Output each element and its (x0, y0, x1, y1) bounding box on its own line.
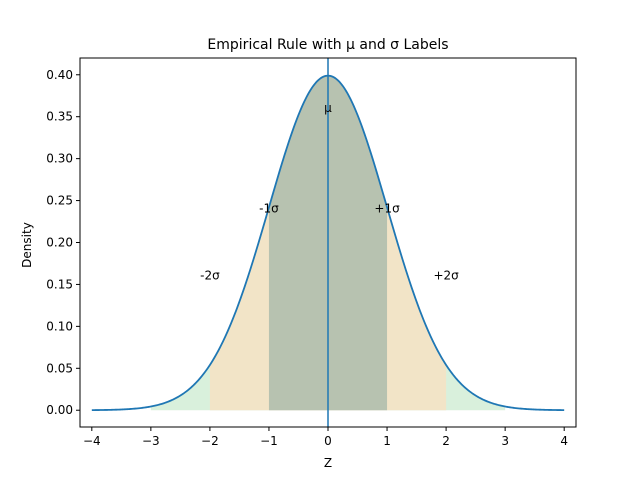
x-tick-label-0: −4 (83, 434, 101, 448)
x-tick-label-1: −3 (142, 434, 160, 448)
annotation-5: +2σ (433, 269, 459, 283)
x-tick-label-4: 0 (324, 434, 332, 448)
y-tick-label-6: 0.30 (46, 152, 73, 166)
x-tick-label-6: 2 (442, 434, 450, 448)
y-axis-label: Density (20, 222, 34, 268)
x-tick-label-3: −1 (260, 434, 278, 448)
y-tick-label-0: 0.00 (46, 403, 73, 417)
y-tick-label-3: 0.15 (46, 277, 73, 291)
y-tick-label-8: 0.40 (46, 68, 73, 82)
y-tick-label-5: 0.25 (46, 194, 73, 208)
x-axis-label: Z (324, 456, 332, 470)
x-tick-label-2: −2 (201, 434, 219, 448)
annotation-3: +1σ (374, 201, 400, 215)
plot-area: μ -1σ +1σ -2σ +2σ −4 −3 −2 −1 0 1 2 3 4 0.00 0.05 0.10 0.… (46, 57, 577, 448)
y-tick-label-2: 0.10 (46, 319, 73, 333)
x-tick-label-7: 3 (501, 434, 509, 448)
x-tick-label-8: 4 (560, 434, 568, 448)
annotation-2: -1σ (259, 201, 279, 215)
annotation-4: -2σ (200, 269, 220, 283)
x-tick-label-5: 1 (383, 434, 391, 448)
y-tick-label-1: 0.05 (46, 361, 73, 375)
chart-title: Empirical Rule with μ and σ Labels (207, 37, 448, 53)
y-tick-label-7: 0.35 (46, 110, 73, 124)
y-tick-label-4: 0.20 (46, 236, 73, 250)
annotation-1: μ (324, 101, 332, 115)
